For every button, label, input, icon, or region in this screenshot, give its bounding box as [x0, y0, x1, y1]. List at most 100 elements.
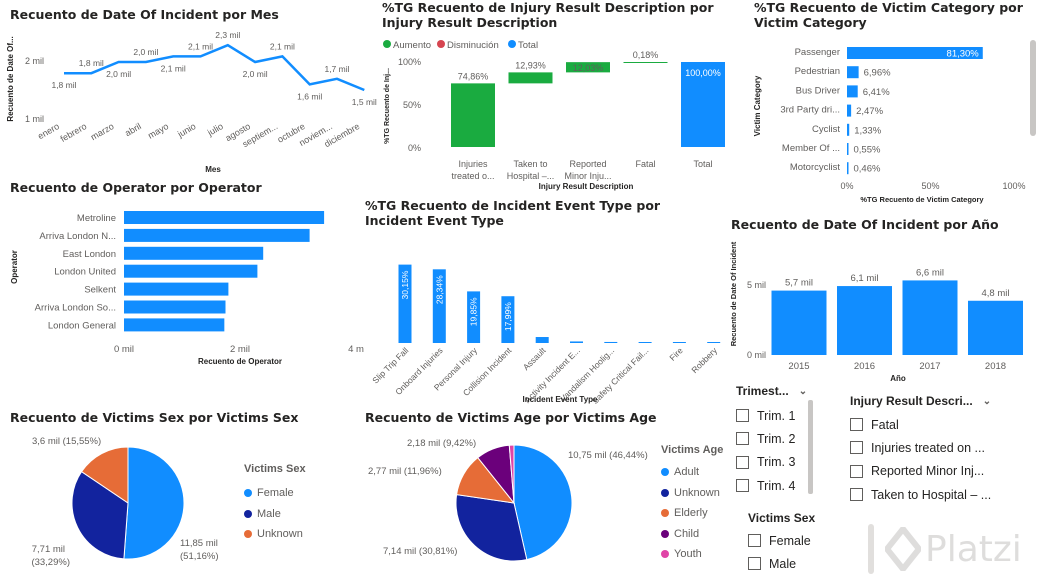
- operator-bar: [124, 264, 258, 278]
- y-tick-label: Motorcyclist: [790, 162, 841, 173]
- legend-item-adult[interactable]: Adult: [661, 462, 723, 483]
- slicer-item-label: Female: [769, 533, 811, 548]
- legend-item-youth[interactable]: Youth: [661, 544, 723, 565]
- legend-item-unknown[interactable]: Unknown: [661, 483, 723, 504]
- slicer-item-trim-2[interactable]: Trim. 2: [736, 427, 806, 450]
- slicer-item-taken-to-hospital[interactable]: Taken to Hospital – ...: [850, 483, 1000, 506]
- operator-bar: [124, 228, 310, 242]
- month-line-chart: Recuento de Date Of... 2 mil 1 mil 1,8 mil e…: [6, 30, 377, 174]
- y-tick-label: Passenger: [795, 47, 840, 58]
- data-label: 12,93%: [515, 60, 546, 70]
- legend-item-elderly[interactable]: Elderly: [661, 503, 723, 524]
- chevron-down-icon[interactable]: ⌄: [798, 385, 808, 397]
- legend-label: Disminución: [447, 40, 499, 51]
- event-bar: [398, 264, 412, 343]
- category-bar: [847, 66, 859, 79]
- data-label: 2,47%: [856, 106, 883, 117]
- checkbox[interactable]: [850, 441, 863, 455]
- slicer-item-fatal[interactable]: Fatal: [850, 413, 1000, 436]
- waterfall-bar: [566, 62, 610, 73]
- data-label: 1,8 mil: [51, 80, 76, 90]
- series-line: [64, 43, 365, 92]
- legend-item-female[interactable]: Female: [244, 483, 306, 504]
- slicer-item-injuries-treated[interactable]: Injuries treated on ...: [850, 436, 1000, 459]
- legend-dot: [661, 529, 669, 538]
- platzi-watermark: Platzi: [885, 527, 1022, 571]
- victims-age-legend: Victims Age Adult Unknown Elderly Child …: [661, 444, 723, 565]
- slicer-item-female[interactable]: Female: [748, 529, 848, 552]
- pie-slice: [455, 494, 528, 562]
- slicer-item-male[interactable]: Male: [748, 552, 848, 575]
- victims-age-title: Recuento de Victims Age por Victims Age: [365, 410, 657, 425]
- category-bar: [847, 123, 850, 136]
- legend-dot: [244, 530, 252, 539]
- checkbox[interactable]: [850, 488, 863, 502]
- event-bar: [535, 337, 549, 343]
- data-label: 6,96%: [864, 68, 891, 79]
- victims-sex-legend: Victims Sex Female Male Unknown: [244, 463, 306, 545]
- checkbox[interactable]: [850, 464, 863, 478]
- x-axis-title: Año: [890, 374, 906, 383]
- slicer-header[interactable]: Victims Sex: [748, 511, 848, 525]
- data-label: 0,18%: [633, 50, 659, 60]
- y-tick-label: London United: [54, 267, 116, 278]
- slicer-header[interactable]: Injury Result Descri... ⌄: [850, 394, 1000, 408]
- x-tick-label: treated o...: [451, 171, 494, 181]
- legend-dot: [661, 509, 669, 518]
- data-label: 3,6 mil (15,55%): [32, 436, 101, 447]
- y-axis-title: Operator: [10, 250, 19, 284]
- slicer-item-trim-4[interactable]: Trim. 4: [736, 474, 806, 497]
- legend-dot: [661, 488, 669, 497]
- event-bar: [672, 342, 686, 343]
- operator-bar: [124, 282, 229, 296]
- slicer-item-trim-3[interactable]: Trim. 3: [736, 451, 806, 474]
- x-axis-title: Recuento de Operator: [198, 357, 282, 366]
- event-bar: [707, 342, 721, 343]
- checkbox[interactable]: [736, 409, 749, 423]
- event-type-title: %TG Recuento de Incident Event Type por …: [365, 198, 661, 228]
- checkbox[interactable]: [748, 557, 761, 571]
- checkbox[interactable]: [736, 455, 749, 469]
- checkbox[interactable]: [748, 534, 761, 548]
- checkbox[interactable]: [736, 432, 749, 446]
- legend-item-male[interactable]: Male: [244, 504, 306, 525]
- waterfall-bar: [508, 72, 553, 84]
- data-label: 1,5 mil: [352, 97, 377, 107]
- x-axis-title: Mes: [205, 165, 221, 174]
- checkbox[interactable]: [850, 418, 863, 432]
- slicer-item-reported-minor[interactable]: Reported Minor Inj...: [850, 460, 1000, 483]
- legend-label: Total: [518, 40, 538, 51]
- legend-title: Victims Age: [661, 444, 724, 456]
- chevron-down-icon[interactable]: ⌄: [982, 395, 992, 407]
- data-label: 2,1 mil: [270, 41, 295, 51]
- y-tick-label: 50%: [403, 100, 421, 110]
- legend-dot: [244, 509, 252, 518]
- legend-label: Youth: [674, 548, 702, 561]
- slicer-header[interactable]: Trimest... ⌄: [736, 384, 808, 398]
- year-bar-chart: Recuento de Date Of Incident 0 mil 5 mil 5,…: [729, 241, 1023, 383]
- x-tick-label: abril: [123, 121, 143, 138]
- x-tick-label: 2 mil: [230, 344, 250, 355]
- victims-sex-scrollbar[interactable]: [868, 524, 874, 574]
- category-bar: [847, 143, 849, 155]
- operator-chart-title: Recuento de Operator por Operator: [10, 180, 262, 195]
- victims-sex-pie: 11,85 mil (51,16%) 7,71 mil (33,29%) 3,6 mil…: [31, 436, 218, 568]
- victim-category-scrollbar[interactable]: [1030, 40, 1036, 136]
- legend-label: Child: [674, 527, 700, 540]
- category-bar: [847, 47, 983, 59]
- x-tick-label: 2018: [985, 361, 1006, 372]
- y-axis-title: Recuento de Date Of...: [6, 36, 15, 121]
- trimestre-scrollbar[interactable]: [808, 400, 813, 494]
- x-tick-label: enero: [36, 121, 61, 141]
- y-tick-label: 100%: [398, 57, 421, 67]
- y-axis-title: Victim Category: [753, 75, 762, 136]
- data-label: 1,7 mil: [324, 64, 349, 74]
- month-chart-title: Recuento de Date Of Incident por Mes: [10, 7, 279, 22]
- checkbox[interactable]: [736, 479, 749, 493]
- slicer-item-trim-1[interactable]: Trim. 1: [736, 404, 806, 427]
- data-label: 2,0 mil: [243, 69, 268, 79]
- legend-item-child[interactable]: Child: [661, 524, 723, 545]
- legend-item-unknown[interactable]: Unknown: [244, 524, 306, 545]
- event-bar: [432, 269, 446, 343]
- slicer-title: Trimest...: [736, 384, 789, 398]
